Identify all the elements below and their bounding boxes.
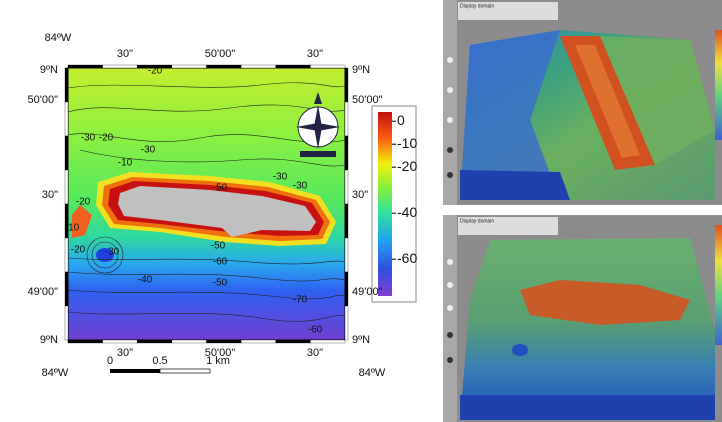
latitude-label: 9ºN: [352, 64, 370, 76]
latitude-label: 49'00": [352, 286, 383, 298]
contour-label: -20: [76, 197, 91, 208]
frame-tick: [67, 339, 103, 344]
scale-label: 1 km: [206, 355, 230, 367]
contour-label: -60: [213, 257, 228, 268]
view-3d: Display domain: [443, 0, 722, 205]
latitude-label: 50'00": [28, 94, 59, 106]
contour-label: -50: [213, 183, 228, 194]
frame-tick: [275, 64, 311, 69]
latitude-label: 9ºN: [352, 334, 370, 346]
shallow: [72, 205, 92, 238]
contour-label: -30: [81, 133, 96, 144]
latitude-label: 30": [42, 189, 58, 201]
frame-tick: [240, 64, 276, 69]
longitude-label: 50'00": [205, 48, 236, 60]
contour-label: -50: [211, 241, 226, 252]
scale-bar: 0 0.5 1 km: [107, 355, 230, 374]
contour-label: -60: [308, 325, 323, 336]
scale-label: 0: [107, 355, 113, 367]
frame-tick: [171, 339, 207, 344]
contour-label: -50: [213, 278, 228, 289]
longitude-label: 30": [117, 48, 133, 60]
contour-label: -30: [293, 181, 308, 192]
contour-label: -70: [293, 295, 308, 306]
colorbar-label: 0: [397, 112, 405, 128]
contour-label: -10: [65, 223, 80, 234]
frame-tick: [102, 339, 138, 344]
colorbar-label: -10: [397, 135, 417, 151]
frame-tick: [64, 101, 69, 137]
longitude-label: 30": [307, 48, 323, 60]
contour-label: -40: [138, 275, 153, 286]
longitude-label: 30": [307, 347, 323, 359]
latitude-label: 50'00": [352, 94, 383, 106]
colorbar-label: -60: [397, 250, 417, 266]
scale-label: 0.5: [152, 355, 167, 367]
corner-label: 84ºW: [359, 367, 386, 379]
corner-label: 84ºW: [45, 32, 72, 44]
longitude-label: 30": [117, 347, 133, 359]
frame-tick: [344, 271, 349, 307]
frame-tick: [67, 64, 103, 69]
frame-tick: [64, 305, 69, 341]
island: [118, 186, 316, 237]
corner-label: 84ºW: [42, 367, 69, 379]
colorbar-label: -40: [397, 204, 417, 220]
colorbar-label: -20: [397, 158, 417, 174]
frame-tick: [344, 305, 349, 341]
contour-label: -10: [118, 158, 133, 169]
contour-label: -20: [99, 133, 114, 144]
toolbar-text: Display domain: [460, 3, 494, 9]
contour-label: -30: [273, 172, 288, 183]
latitude-label: 9ºN: [40, 64, 58, 76]
frame-tick: [102, 64, 138, 69]
latitude-label: 30": [352, 189, 368, 201]
frame-tick: [137, 339, 173, 344]
deep-spot: [96, 248, 114, 262]
contour-label: -30: [141, 145, 156, 156]
latitude-label: 49'00": [28, 286, 59, 298]
latitude-label: 9ºN: [40, 334, 58, 346]
map: [64, 64, 349, 344]
frame-tick: [344, 169, 349, 205]
frame-tick: [344, 203, 349, 239]
frame-tick: [171, 64, 207, 69]
compass-rose: [296, 92, 340, 157]
longitude-label: 50'00": [205, 347, 236, 359]
view-3d: Display domain: [443, 215, 722, 422]
frame-tick: [310, 339, 346, 344]
contours: [67, 82, 346, 322]
toolbar-text: Display domain: [460, 218, 494, 224]
frame-ticks: [64, 64, 349, 344]
contour-label: -30: [105, 247, 120, 258]
frame-tick: [64, 169, 69, 205]
frame-tick: [344, 135, 349, 171]
frame-tick: [64, 271, 69, 307]
frame-tick: [64, 135, 69, 171]
frame-tick: [275, 339, 311, 344]
frame-tick: [64, 237, 69, 273]
colorbar: [378, 112, 392, 296]
frame-tick: [240, 339, 276, 344]
frame-tick: [206, 339, 242, 344]
frame-tick: [310, 64, 346, 69]
contour-label: -20: [148, 66, 163, 77]
frame-tick: [64, 67, 69, 103]
frame-tick: [344, 101, 349, 137]
frame-tick: [344, 67, 349, 103]
contour-label: -20: [71, 245, 86, 256]
frame-tick: [344, 237, 349, 273]
frame-tick: [206, 64, 242, 69]
